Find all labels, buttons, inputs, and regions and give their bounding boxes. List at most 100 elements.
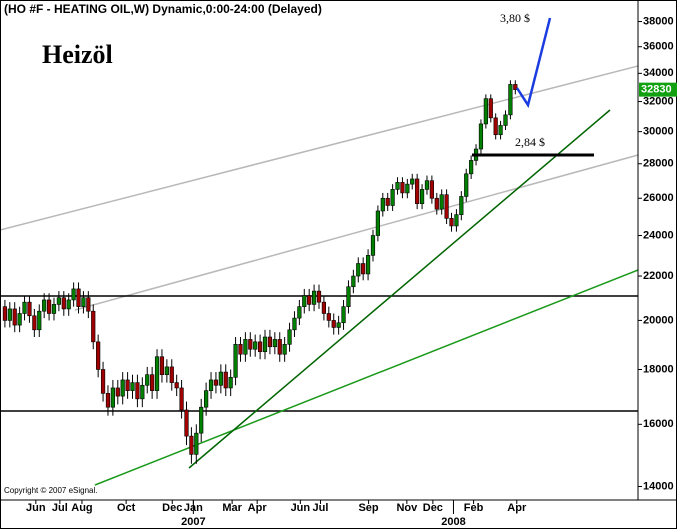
candle-body — [331, 320, 336, 328]
candle-body — [61, 297, 66, 310]
candle-body — [46, 299, 52, 314]
y-tick-label: 38000 — [643, 15, 674, 27]
candle-body — [380, 197, 385, 212]
candle-body — [410, 178, 415, 185]
candle-body — [199, 406, 204, 434]
candle-body — [439, 194, 444, 210]
channel-line — [74, 154, 639, 311]
candle-body — [508, 84, 513, 116]
candle-body — [233, 344, 238, 378]
header: (HO #F - HEATING OIL,W) Dynamic,0:00-24:… — [4, 2, 322, 16]
candle-body — [272, 339, 277, 348]
y-tick-label: 30000 — [643, 126, 674, 138]
candle-body — [51, 304, 57, 314]
annotation: 2,84 $ — [515, 135, 545, 149]
x-tick-label: Apr — [507, 502, 527, 514]
candle-body — [405, 183, 410, 194]
candle-body — [184, 409, 189, 437]
candle-body — [105, 393, 111, 408]
candle-body — [213, 379, 219, 386]
x-year-label: 2007 — [181, 516, 205, 528]
candle-body — [292, 317, 297, 331]
candle-body — [469, 160, 474, 175]
candle-body — [71, 288, 76, 301]
candle-body — [415, 178, 420, 204]
candle-body — [179, 387, 184, 411]
candle-body — [434, 197, 439, 210]
candle-body — [429, 180, 434, 199]
candle-body — [316, 290, 322, 303]
candle-body — [483, 98, 488, 125]
candle-body — [302, 295, 307, 307]
candle-body — [7, 308, 12, 321]
y-tick-label: 16000 — [643, 418, 674, 430]
y-tick-label: 32000 — [643, 95, 674, 107]
y-tick-label: 26000 — [643, 192, 674, 204]
candle-body — [444, 194, 449, 219]
candle-body — [503, 114, 508, 126]
x-tick-label: Jun — [26, 502, 46, 514]
candle-body — [311, 290, 317, 305]
candle-body — [12, 308, 17, 326]
candle-body — [130, 382, 135, 391]
trend-line — [94, 269, 639, 486]
candle-body — [459, 196, 464, 215]
candle-body — [32, 315, 37, 331]
candle-body — [169, 366, 174, 383]
candle-body — [493, 117, 498, 136]
candle-body — [208, 379, 214, 391]
candle-body — [164, 366, 169, 375]
candle-body — [100, 369, 106, 394]
copyright: Copyright © 2007 eSignal. — [4, 486, 98, 495]
candle-body — [365, 255, 371, 275]
x-tick-label: Dec — [162, 502, 182, 514]
candle-body — [277, 339, 282, 355]
candle-body — [375, 210, 380, 236]
candle-body — [287, 329, 292, 345]
candle-body — [356, 263, 361, 277]
candle-body — [267, 336, 273, 348]
last-price-box — [639, 82, 677, 97]
candle-body — [449, 218, 454, 227]
candle-body — [395, 182, 400, 190]
y-tick-label: 18000 — [643, 363, 674, 375]
candle-body — [336, 322, 341, 328]
candle-body — [341, 306, 346, 324]
candle-body — [145, 374, 150, 386]
candle-body — [321, 301, 327, 314]
candle-body — [282, 344, 287, 355]
candle-body — [385, 197, 390, 206]
trend-line — [188, 109, 611, 469]
candle-body — [262, 336, 268, 353]
candle-body — [488, 98, 493, 119]
y-tick-label: 14000 — [643, 480, 674, 492]
x-tick-label: Jul — [52, 502, 68, 514]
candle-body — [258, 341, 263, 353]
candle-body — [297, 306, 302, 319]
candle-body — [17, 313, 22, 326]
candle-body — [419, 189, 425, 204]
candle-body — [370, 235, 376, 256]
x-tick-label: Feb — [464, 502, 484, 514]
candles — [2, 80, 518, 464]
candle-body — [307, 295, 312, 305]
candle-body — [351, 275, 356, 288]
x-tick-label: Aug — [71, 502, 92, 514]
projection-arrow — [515, 17, 552, 109]
candle-body — [96, 341, 101, 370]
candle-body — [361, 263, 366, 275]
candle-body — [424, 180, 430, 190]
candle-body — [400, 182, 405, 194]
candle-body — [159, 356, 165, 375]
candle-body — [174, 382, 179, 389]
candle-body — [223, 371, 228, 389]
y-tick-label: 34000 — [643, 67, 674, 79]
x-tick-label: Mar — [222, 502, 242, 514]
candle-body — [464, 173, 469, 197]
x-tick-label: Jun — [291, 502, 311, 514]
candle-body — [115, 387, 120, 397]
candle-body — [248, 339, 253, 350]
candle-body — [204, 390, 209, 408]
